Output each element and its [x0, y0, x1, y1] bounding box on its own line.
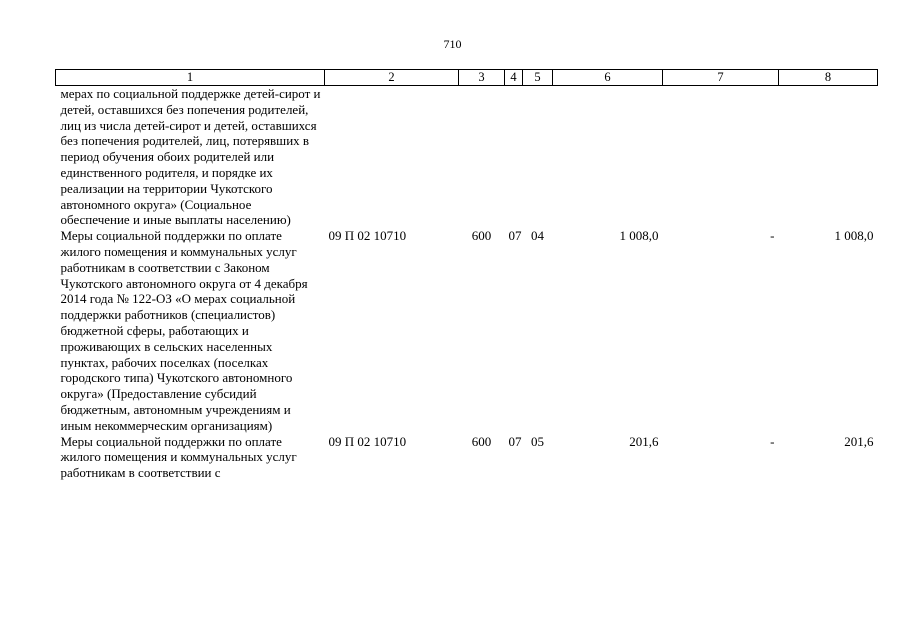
header-col-3: 3 [458, 69, 505, 86]
header-col-6: 6 [552, 69, 663, 86]
row-subsection: 04 [531, 228, 544, 244]
row-regional-amount [779, 86, 878, 229]
header-col-1: 1 [55, 69, 325, 86]
header-col-4: 4 [504, 69, 523, 86]
header-col-2: 2 [324, 69, 459, 86]
row-regional-amount: 1 008,0 [834, 228, 874, 244]
row-subsection: 05 [531, 433, 544, 449]
row-section: 07 [508, 433, 522, 449]
row-section: 07 [508, 228, 522, 244]
table-row: мерах по социальной поддержке детей-сиро… [56, 86, 878, 229]
row-description: мерах по социальной поддержке детей-сиро… [60, 86, 321, 228]
page-number: 710 [443, 37, 462, 51]
row-regional-amount: 201,6 [844, 433, 874, 449]
row-federal-amount: - [770, 228, 775, 244]
row-expense-type: 600 [471, 228, 492, 244]
row-federal-amount [663, 86, 779, 229]
table-header-row: 1 2 3 4 5 6 7 8 [55, 69, 878, 86]
table-row: Меры социальной поддержки по оплате жило… [56, 434, 878, 481]
row-target-code: 09 П 02 10710 [328, 228, 407, 244]
header-col-7: 7 [662, 69, 779, 86]
row-total-amount: 1 008,0 [619, 228, 659, 244]
row-expense-type: 600 [471, 433, 492, 449]
budget-table: 1 2 3 4 5 6 7 8 мерах по социальной подд… [55, 69, 878, 481]
header-col-5: 5 [522, 69, 553, 86]
row-section [505, 86, 523, 229]
header-col-8: 8 [778, 69, 878, 86]
row-federal-amount: - [770, 433, 775, 449]
row-target-code [325, 86, 459, 229]
row-subsection [523, 86, 553, 229]
row-description: Меры социальной поддержки по оплате жило… [60, 228, 308, 433]
row-total-amount: 201,6 [629, 433, 659, 449]
row-target-code: 09 П 02 10710 [328, 433, 407, 449]
table-row: Меры социальной поддержки по оплате жило… [56, 228, 878, 433]
row-description: Меры социальной поддержки по оплате жило… [60, 433, 297, 481]
row-expense-type [459, 86, 505, 229]
row-total-amount [553, 86, 663, 229]
